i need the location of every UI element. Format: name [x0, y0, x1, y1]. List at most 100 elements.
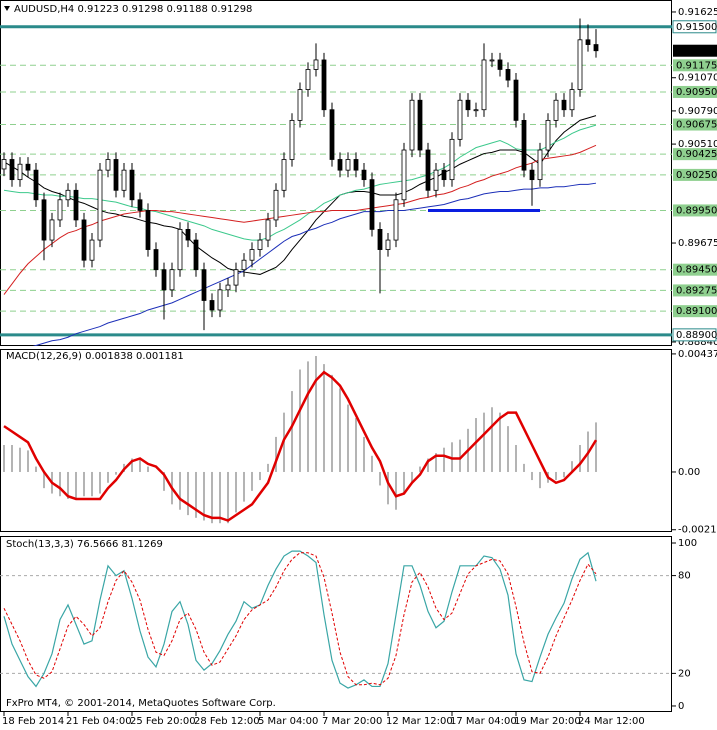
- y-tick-label: 0.91070: [678, 73, 717, 84]
- candle-body: [225, 284, 231, 291]
- moving-average: [3, 124, 597, 241]
- candle-body: [217, 289, 223, 311]
- candle-body: [345, 159, 351, 171]
- candle-body: [185, 229, 191, 241]
- y-tick-label: 0.91625: [678, 7, 717, 18]
- y-tick-label: 0.90510: [678, 139, 717, 150]
- candle-body: [1, 159, 7, 170]
- y-tick-label: 100: [678, 538, 697, 549]
- candle-body: [497, 59, 503, 70]
- y-tick-label: 0.88840: [678, 337, 717, 348]
- macd-panel: [0, 349, 672, 532]
- level-label: 0.91175: [676, 60, 717, 71]
- key-level-label: 0.91500: [676, 22, 717, 33]
- candle-body: [577, 39, 583, 90]
- candle-body: [241, 259, 247, 271]
- level-label: 0.89100: [676, 306, 717, 317]
- candle-body: [321, 59, 327, 111]
- candle-body: [25, 163, 31, 171]
- candle-body: [401, 149, 407, 201]
- key-level-label: 0.88900: [676, 330, 717, 341]
- x-tick-label: 21 Feb 04:00: [66, 716, 132, 727]
- axis-layer: 0.91625 0.91070 0.90790 0.90510 0.89675 0.888…: [2, 7, 717, 727]
- candle-body: [49, 219, 55, 241]
- candle-body: [473, 109, 479, 112]
- candle-body: [193, 239, 199, 271]
- candle-body: [209, 300, 215, 311]
- y-tick-label: 20: [678, 668, 691, 679]
- candle-body: [33, 169, 39, 201]
- candle-body: [41, 199, 47, 241]
- candle-body: [113, 159, 119, 191]
- level-box: [673, 85, 717, 98]
- level-label: 0.90425: [676, 149, 717, 160]
- candle-body: [9, 159, 15, 181]
- price-layer: [0, 18, 672, 346]
- symbol-icon: [4, 6, 10, 11]
- candle-body: [73, 189, 79, 221]
- candle-body: [153, 249, 159, 271]
- x-tick-label: 25 Feb 20:00: [130, 716, 196, 727]
- candle-body: [121, 169, 127, 191]
- candle-body: [393, 199, 399, 241]
- macd-title: MACD(12,26,9) 0.001838 0.001181: [6, 351, 184, 362]
- level-box: [673, 118, 717, 131]
- level-box: [673, 59, 717, 72]
- candle-body: [177, 229, 183, 271]
- candle-body: [81, 219, 87, 261]
- y-tick-label: 0.90790: [678, 106, 717, 117]
- level-label: 0.89275: [676, 285, 717, 296]
- candle-body: [369, 179, 375, 230]
- grid-layer: [0, 64, 672, 674]
- moving-average: [3, 144, 597, 295]
- candle-body: [289, 119, 295, 160]
- candle-body: [17, 163, 23, 181]
- candle-body: [257, 239, 263, 250]
- x-tick-label: 24 Mar 12:00: [578, 716, 645, 727]
- moving-average: [32, 182, 597, 346]
- level-box: [673, 284, 717, 297]
- candle-body: [425, 149, 431, 191]
- candle-body: [137, 199, 143, 211]
- level-label: 0.90250: [676, 170, 717, 181]
- level-box: [673, 305, 717, 318]
- x-tick-label: 7 Mar 20:00: [322, 716, 382, 727]
- candle-body: [313, 59, 319, 70]
- y-tick-label: -0.002142: [678, 525, 717, 536]
- candle-body: [297, 89, 303, 121]
- stoch-layer: [3, 550, 597, 689]
- candle-body: [377, 229, 383, 250]
- candle-body: [537, 149, 543, 181]
- x-tick-label: 28 Feb 12:00: [194, 716, 260, 727]
- macd-layer: [3, 356, 598, 524]
- candle-body: [433, 169, 439, 191]
- x-tick-label: 19 Mar 20:00: [514, 716, 581, 727]
- y-tick-label: 80: [678, 571, 691, 582]
- level-label: 0.89450: [676, 265, 717, 276]
- candle-body: [89, 239, 95, 261]
- x-tick-label: 18 Feb 2014: [2, 716, 64, 727]
- candle-body: [385, 239, 391, 250]
- level-label: 0.90675: [676, 120, 717, 131]
- candle-body: [489, 59, 495, 62]
- candle-body: [449, 138, 455, 181]
- candle-body: [409, 99, 415, 151]
- candle-body: [465, 99, 471, 111]
- level-box: [673, 204, 717, 217]
- candle-body: [145, 210, 151, 250]
- key-level-box: [672, 20, 717, 34]
- candle-body: [513, 79, 519, 121]
- candle-body: [417, 99, 423, 151]
- y-tick-label: 0.004378: [678, 349, 717, 360]
- candle-body: [521, 119, 527, 171]
- candle-body: [329, 109, 335, 160]
- candle-body: [233, 269, 239, 286]
- x-tick-label: 5 Mar 04:00: [258, 716, 318, 727]
- candle-body: [593, 44, 599, 52]
- candle-body: [553, 99, 559, 121]
- candle-body: [353, 159, 359, 171]
- level-box: [673, 263, 717, 276]
- y-tick-label: 0.00: [678, 467, 700, 478]
- chart-title: AUDUSD,H4 0.91223 0.91298 0.91188 0.9129…: [14, 4, 252, 15]
